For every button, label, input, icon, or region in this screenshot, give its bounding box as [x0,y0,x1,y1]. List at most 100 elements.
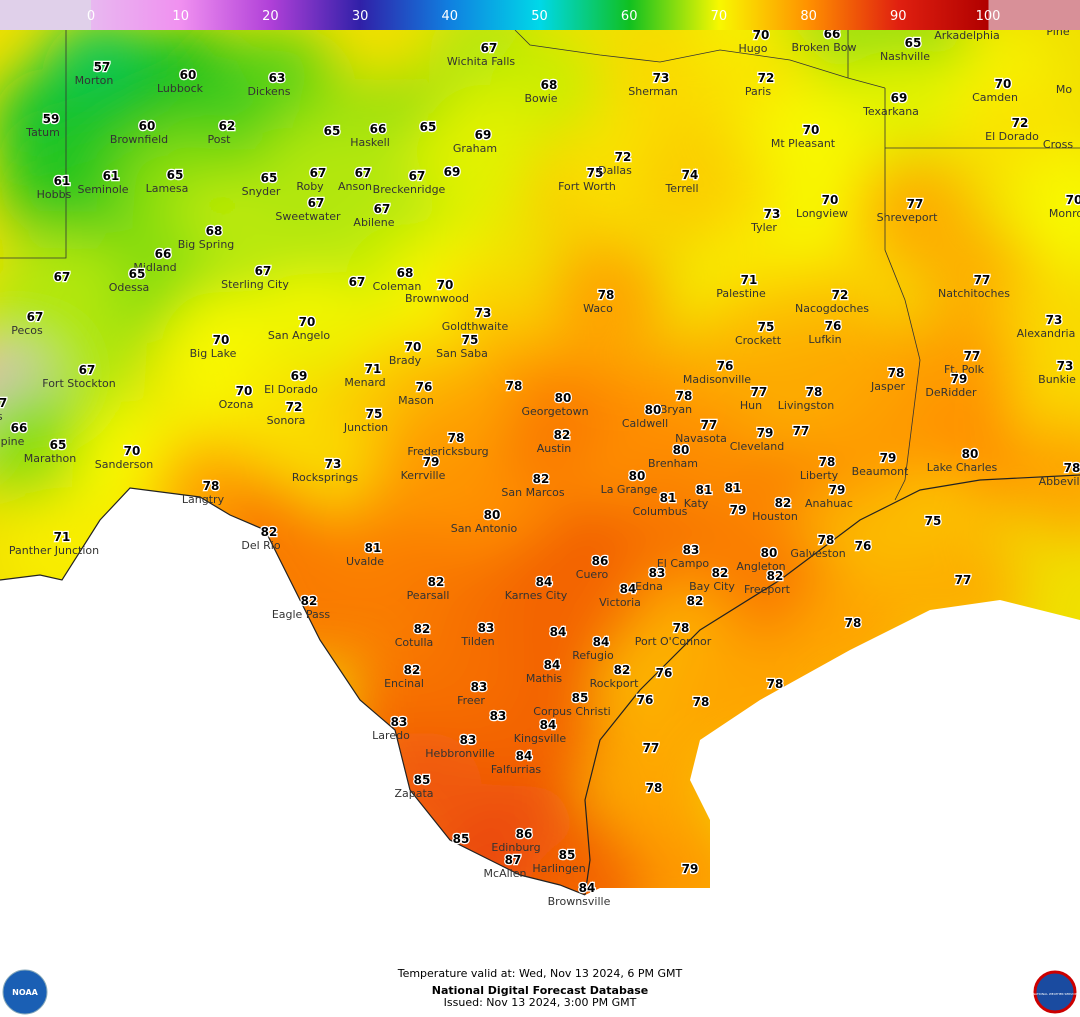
station-temp: 79 [730,503,747,517]
station-name: Breckenridge [373,183,446,196]
station-name: Morton [75,74,114,87]
station-temp: 70 [753,28,770,42]
station-name: Galveston [790,547,845,560]
station-name: Nashville [880,50,930,63]
station-name: Angleton [736,560,785,573]
station-name: Cuero [576,568,609,581]
station-temp: 77 [643,741,660,755]
station-temp: 68 [206,224,223,238]
station-temp: 78 [203,479,220,493]
station-name: Bowie [524,92,557,105]
station-name: Paris [745,85,771,98]
station-temp: 73 [1046,313,1063,327]
station-name: Texarkana [862,105,919,118]
station-temp: 82 [261,525,278,539]
legend-segment [180,0,271,30]
station-name: Brady [389,354,422,367]
station-name: Tyler [750,221,777,234]
station-temp: 80 [962,447,979,461]
station-name: Arkadelphia [934,29,1000,42]
station-name: Monro [1049,207,1080,220]
station-temp: 68 [397,266,414,280]
legend-segment [449,0,540,30]
station-temp: 74 [682,168,699,182]
station-temp: 72 [832,288,849,302]
legend-end [0,0,91,30]
station-temp: 67 [355,166,372,180]
station-temp: 85 [453,832,470,846]
station-name: Lufkin [808,333,841,346]
station-temp: 81 [696,483,713,497]
station-temp: 70 [822,193,839,207]
station-name: DeRidder [925,386,977,399]
station-temp: 85 [414,773,431,787]
station-temp: 66 [370,122,387,136]
station-temp: 70 [213,333,230,347]
station-temp: 73 [764,207,781,221]
station-temp: 84 [550,625,567,639]
station-temp: 87 [505,853,522,867]
station-temp: 72 [1012,116,1029,130]
station-temp: 82 [428,575,445,589]
station-name: Port O'Connor [635,635,712,648]
station-name: Kingsville [514,732,567,745]
station-temp: 60 [139,119,156,133]
station-name: Caldwell [622,417,668,430]
station-name: Edna [635,580,663,593]
station-name: San Marcos [501,486,564,499]
station-temp: 80 [761,546,778,560]
station-name: Midland [133,261,176,274]
station-name: Falfurrias [491,763,542,776]
station-temp: 65 [50,438,67,452]
station-temp: 85 [559,848,576,862]
station-name: Longview [796,207,848,220]
station-temp: 81 [365,541,382,555]
state-borders [0,29,1080,501]
station-temp: 78 [598,288,615,302]
station-name: McAllen [484,867,527,880]
station-temp: 78 [819,455,836,469]
station-name: Bryan [660,403,692,416]
station-name: Cotulla [395,636,434,649]
legend-tick-label: 0 [87,9,95,24]
nws-logo-text: NATIONAL WEATHER SERVICE [1033,992,1078,996]
station-name: Ft. Polk [944,363,985,376]
station-temp: 67 [310,166,327,180]
station-name: vis [0,410,3,423]
station-temp: 67 [255,264,272,278]
station-name: Refugio [572,649,614,662]
station-name: San Antonio [451,522,518,535]
legend-tick-label: 90 [890,9,907,24]
station-temp: 78 [888,366,905,380]
station-temp: 82 [301,594,318,608]
legend-tick-label: 100 [976,9,1001,24]
station-temp: 60 [180,68,197,82]
station-name: Sterling City [221,278,289,291]
coastline [584,474,1080,896]
station-name: Freer [457,694,485,707]
station-temp: 78 [676,389,693,403]
noaa-logo-text: NOAA [12,988,38,997]
station-temp: 67 [409,169,426,183]
valid-time: Temperature valid at: Wed, Nov 13 2024, … [397,967,683,980]
station-temp: 78 [1064,461,1080,475]
station-name: Nacogdoches [795,302,869,315]
station-temp: 82 [767,569,784,583]
station-temp: 68 [541,78,558,92]
legend-segment [808,0,899,30]
station-temp: 67 [54,270,71,284]
station-name: Houston [752,510,798,523]
station-temp: 80 [673,443,690,457]
legend-segment [539,0,630,30]
station-name: Tilden [460,635,494,648]
station-name: Madisonville [683,373,751,386]
station-temp: 86 [516,827,533,841]
station-temp: 70 [405,340,422,354]
station-temp: 78 [806,385,823,399]
station-name: Marathon [24,452,77,465]
station-temp: 77 [907,197,924,211]
station-name: Snyder [242,185,281,198]
station-name: El Dorado [264,383,318,396]
station-name: Bay City [689,580,735,593]
station-temp: 69 [891,91,908,105]
